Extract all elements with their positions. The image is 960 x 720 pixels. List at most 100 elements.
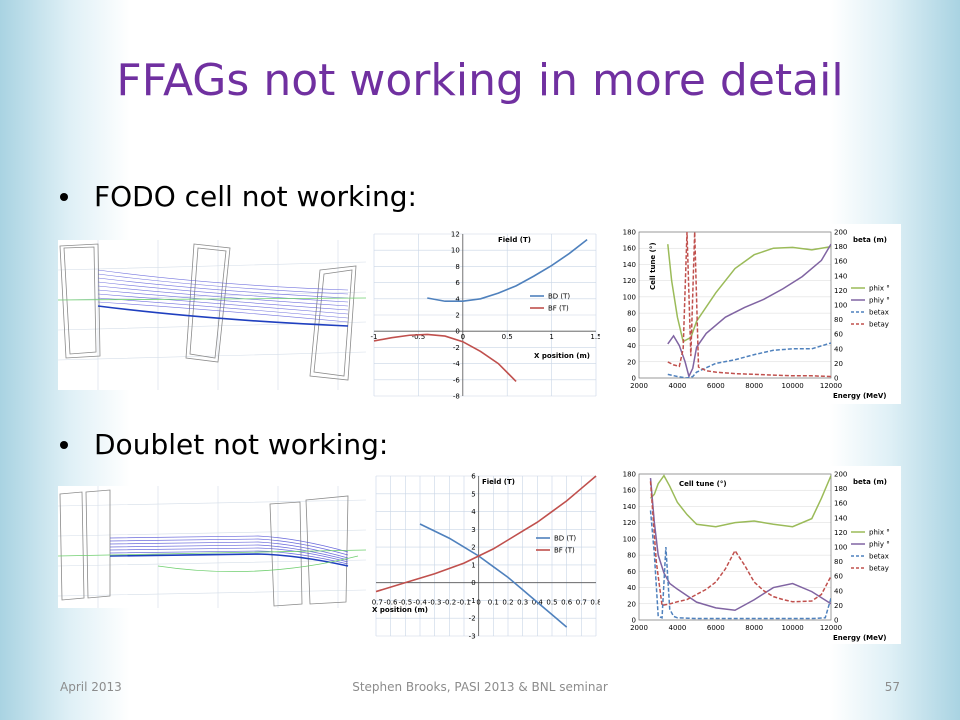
series-line-betax [649,510,831,620]
y-tick-label: 140 [623,503,636,511]
y-right-tick-label: 160 [834,500,847,508]
x-tick-label: 0 [476,599,480,607]
y-right-tick-label: 60 [834,573,843,581]
x-tick-label: 8000 [745,624,763,632]
bullet-fodo-text: FODO cell not working: [94,180,417,213]
x-tick-label: 1 [549,333,553,341]
legend-label: betay [869,321,889,329]
x-tick-label: 2000 [630,382,648,390]
x-tick-label: -0.3 [428,599,442,607]
series-line-phiy [649,477,831,612]
y-tick-label: 20 [627,358,636,366]
legend-label: betax [869,553,889,561]
y-tick-label: 100 [623,293,636,301]
y-tick-label: 10 [451,247,460,255]
doublet-trajectory-image [58,486,366,608]
x-tick-label: 0.3 [517,599,528,607]
x-axis-label: X position (m) [372,606,428,614]
x-tick-label: -0.7 [372,599,383,607]
y-tick-label: 180 [623,229,636,237]
y-right-tick-label: 80 [834,558,843,566]
x-tick-label: -1 [371,333,378,341]
fodo-field-chart: -1 -0.5 0 0.5 1 1.5 -8 -6 -4 -2 0 2 4 6 8 10 12 Field (T)… [370,228,600,400]
bullet-dot [60,192,68,201]
x-tick-label: 1.5 [590,333,600,341]
y-tick-label: 40 [627,584,636,592]
x-tick-label: 2000 [630,624,648,632]
y-tick-label: 0 [471,579,475,587]
y-tick-label: -2 [469,615,476,623]
fodo-tune-chart-svg: 2000 4000 6000 8000 10000 1200002040608010012… [623,229,890,401]
x-tick-label: -0.2 [442,599,456,607]
y-tick-label: 1 [471,561,475,569]
y-tick-label: 20 [627,600,636,608]
y-tick-label: -2 [453,344,460,352]
footer-date: April 2013 [60,680,122,694]
x-tick-label: 0.2 [502,599,513,607]
x-tick-label: 8000 [745,382,763,390]
series-line-betay [667,232,831,378]
y-tick-label: 0 [632,375,636,383]
series-line-betax [667,342,831,378]
y-tick-label: -3 [469,633,476,641]
y-tick-label: 180 [623,471,636,479]
page-number: 57 [884,680,900,694]
fodo-trajectory-image [58,240,366,390]
x-axis-label: Energy (MeV) [833,634,887,642]
y-right-tick-label: 180 [834,485,847,493]
x-tick-label: 0.1 [488,599,499,607]
y-right-tick-label: 100 [834,544,847,552]
y-right-tick-label: 140 [834,272,847,280]
y-right-tick-label: 200 [834,229,847,237]
y-tick-label: 80 [627,310,636,318]
y-tick-label: 100 [623,535,636,543]
slide-title: FFAGs not working in more detail [116,55,844,106]
y-right-tick-label: 0 [834,375,838,383]
x-tick-label: -0.5 [412,333,426,341]
y-tick-label: -4 [453,360,461,368]
y-right-axis-label: beta (m) [853,236,887,244]
y-tick-label: 4 [455,295,460,303]
legend-label: phiy ° [869,541,890,549]
y-right-tick-label: 60 [834,331,843,339]
y-tick-label: 60 [627,568,636,576]
series-line-bd [419,523,568,628]
y-tick-label: 120 [623,277,636,285]
y-right-tick-label: 200 [834,471,847,479]
series-line-phix [667,244,831,343]
legend-label: BF (T) [548,305,569,313]
y-right-tick-label: 180 [834,243,847,251]
bullet-fodo: FODO cell not working: [60,180,417,213]
x-tick-label: 0.5 [502,333,513,341]
chart-title: Cell tune (°) [679,480,727,488]
fodo-tune-chart: 2000 4000 6000 8000 10000 12000 0 20 40 60 80 100 12… [613,224,901,404]
y-right-tick-label: 40 [834,587,843,595]
y-right-tick-label: 120 [834,287,847,295]
chart-title: Cell tune (°) [649,242,657,290]
x-tick-label: 4000 [668,382,686,390]
doublet-tune-chart-svg: 2000 4000 6000 8000 10000 1200002040608010012… [623,471,890,643]
series-line-bf [375,475,597,593]
legend-label: phix ° [869,285,890,293]
legend-label: phix ° [869,529,890,537]
chart-title: Field (T) [498,236,531,244]
legend-label: betax [869,309,889,317]
x-tick-label: 10000 [781,624,803,632]
y-tick-label: 2 [471,544,475,552]
x-tick-label: -0.6 [384,599,398,607]
legend-label: betay [869,565,889,573]
y-tick-label: -8 [453,393,460,401]
y-tick-label: 140 [623,261,636,269]
y-tick-label: -6 [453,376,461,384]
doublet-field-chart: -0.7-0.6-0.5-0.4-0.3-0.2-0.1 0 0.10.2 0.3 0.… [372,470,600,640]
y-tick-label: 2 [455,312,459,320]
y-right-tick-label: 140 [834,514,847,522]
legend-label: phiy ° [869,297,890,305]
x-axis-label: Energy (MeV) [833,392,887,400]
y-right-tick-label: 80 [834,316,843,324]
y-tick-label: 40 [627,342,636,350]
y-right-tick-label: 40 [834,345,843,353]
chart-title: Field (T) [482,478,515,486]
y-tick-label: 4 [471,508,476,516]
